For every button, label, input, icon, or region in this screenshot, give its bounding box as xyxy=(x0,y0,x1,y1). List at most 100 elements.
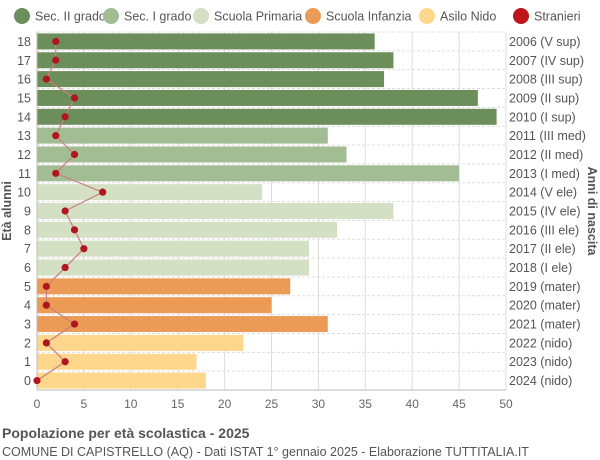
birth-year-label: 2023 (nido) xyxy=(509,355,572,369)
stranieri-point-age-10 xyxy=(99,188,107,196)
legend-marker xyxy=(103,8,119,24)
age-label: 1 xyxy=(24,355,31,369)
bar-age-3 xyxy=(37,316,328,333)
birth-year-label: 2008 (III sup) xyxy=(509,73,583,87)
stranieri-point-age-12 xyxy=(70,150,79,159)
x-tick-label: 35 xyxy=(359,397,373,411)
age-label: 11 xyxy=(18,167,31,181)
legend-marker xyxy=(305,8,321,24)
birth-year-label: 2019 (mater) xyxy=(509,280,581,294)
stranieri-point-age-2 xyxy=(42,339,50,347)
bar-age-18 xyxy=(37,33,375,50)
birth-year-label: 2018 (I ele) xyxy=(509,261,572,275)
legend-label: Sec. II grado xyxy=(35,10,106,24)
age-label: 17 xyxy=(17,54,31,68)
age-label: 3 xyxy=(24,318,31,332)
stranieri-point-age-0 xyxy=(33,376,41,385)
legend-marker xyxy=(419,8,435,24)
bar-age-15 xyxy=(37,89,478,106)
bar-age-12 xyxy=(37,146,347,163)
x-tick-label: 15 xyxy=(171,397,185,411)
x-tick-label: 25 xyxy=(265,397,279,411)
x-tick-label: 30 xyxy=(312,397,326,411)
age-label: 9 xyxy=(24,205,31,219)
legend-label: Scuola Infanzia xyxy=(326,10,412,24)
birth-year-label: 2010 (I sup) xyxy=(509,110,576,124)
birth-year-label: 2022 (nido) xyxy=(509,336,572,350)
y-axis-title: Età alunni xyxy=(0,181,14,241)
bar-age-13 xyxy=(37,127,328,144)
stranieri-point-age-1 xyxy=(61,358,69,366)
bar-age-8 xyxy=(37,221,338,238)
bar-age-10 xyxy=(37,184,263,201)
stranieri-point-age-5 xyxy=(42,282,50,290)
birth-year-label: 2024 (nido) xyxy=(509,374,572,388)
x-tick-label: 50 xyxy=(499,397,513,411)
bar-age-17 xyxy=(37,52,394,69)
age-label: 12 xyxy=(17,148,31,162)
stranieri-point-age-8 xyxy=(70,226,79,234)
bar-age-11 xyxy=(37,165,460,182)
age-label: 15 xyxy=(17,91,31,105)
x-tick-label: 40 xyxy=(406,397,420,411)
age-label: 18 xyxy=(17,35,31,49)
birth-year-label: 2011 (III med) xyxy=(509,129,586,143)
chart-subtitle: COMUNE DI CAPISTRELLO (AQ) - Dati ISTAT … xyxy=(2,445,529,459)
legend-marker xyxy=(193,8,209,24)
stranieri-point-age-3 xyxy=(70,320,79,328)
bar-age-9 xyxy=(37,203,394,219)
bar-age-0 xyxy=(37,372,206,389)
stranieri-point-age-7 xyxy=(80,245,88,253)
stranieri-point-age-13 xyxy=(52,132,60,140)
age-label: 0 xyxy=(24,374,31,388)
stranieri-point-age-18 xyxy=(52,37,60,46)
legend-label: Asilo Nido xyxy=(440,10,496,24)
stranieri-point-age-15 xyxy=(70,94,79,102)
stranieri-point-age-9 xyxy=(61,207,69,215)
bar-age-7 xyxy=(37,240,310,257)
age-label: 14 xyxy=(17,110,31,124)
x-tick-label: 10 xyxy=(124,397,138,411)
bar-age-2 xyxy=(37,334,244,351)
x-tick-label: 5 xyxy=(81,397,88,411)
stranieri-point-age-4 xyxy=(42,301,50,309)
legend-label: Sec. I grado xyxy=(124,10,191,24)
legend-label: Scuola Primaria xyxy=(214,10,302,24)
legend-label: Stranieri xyxy=(534,10,581,24)
bar-age-16 xyxy=(37,71,385,88)
age-label: 8 xyxy=(24,223,31,237)
age-label: 5 xyxy=(24,280,31,294)
legend-marker xyxy=(513,8,529,24)
x-tick-label: 45 xyxy=(452,397,466,411)
birth-year-label: 2012 (II med) xyxy=(509,148,583,162)
birth-year-label: 2015 (IV ele) xyxy=(509,205,581,219)
birth-year-label: 2016 (III ele) xyxy=(509,223,579,237)
age-label: 2 xyxy=(24,336,31,350)
bar-age-5 xyxy=(37,278,291,295)
age-label: 16 xyxy=(17,73,31,87)
birth-year-label: 2009 (II sup) xyxy=(509,91,579,105)
stranieri-point-age-16 xyxy=(42,75,50,83)
birth-year-label: 2014 (V ele) xyxy=(509,186,577,200)
chart-svg: 0 5 10 15 20 25 30 35 40 45 500 2024 (nido)1 2023 (n… xyxy=(0,8,599,411)
birth-year-label: 2013 (I med) xyxy=(509,167,580,181)
stranieri-point-age-17 xyxy=(52,56,60,64)
age-label: 7 xyxy=(24,242,31,256)
legend-marker xyxy=(14,8,30,24)
bar-age-14 xyxy=(37,108,497,125)
age-label: 6 xyxy=(24,261,31,275)
stranieri-point-age-6 xyxy=(61,263,69,272)
age-label: 13 xyxy=(17,129,31,143)
chart-title: Popolazione per età scolastica - 2025 xyxy=(2,425,250,441)
stranieri-point-age-14 xyxy=(61,113,69,121)
age-label: 10 xyxy=(17,186,31,200)
birth-year-label: 2006 (V sup) xyxy=(509,35,581,49)
birth-year-label: 2007 (IV sup) xyxy=(509,54,584,68)
bar-age-1 xyxy=(37,353,197,370)
bar-age-6 xyxy=(37,259,310,276)
y-axis-title-right: Anni di nascita xyxy=(585,167,599,257)
birth-year-label: 2017 (II ele) xyxy=(509,242,576,256)
x-tick-label: 0 xyxy=(34,397,41,411)
birth-year-label: 2021 (mater) xyxy=(509,318,581,332)
